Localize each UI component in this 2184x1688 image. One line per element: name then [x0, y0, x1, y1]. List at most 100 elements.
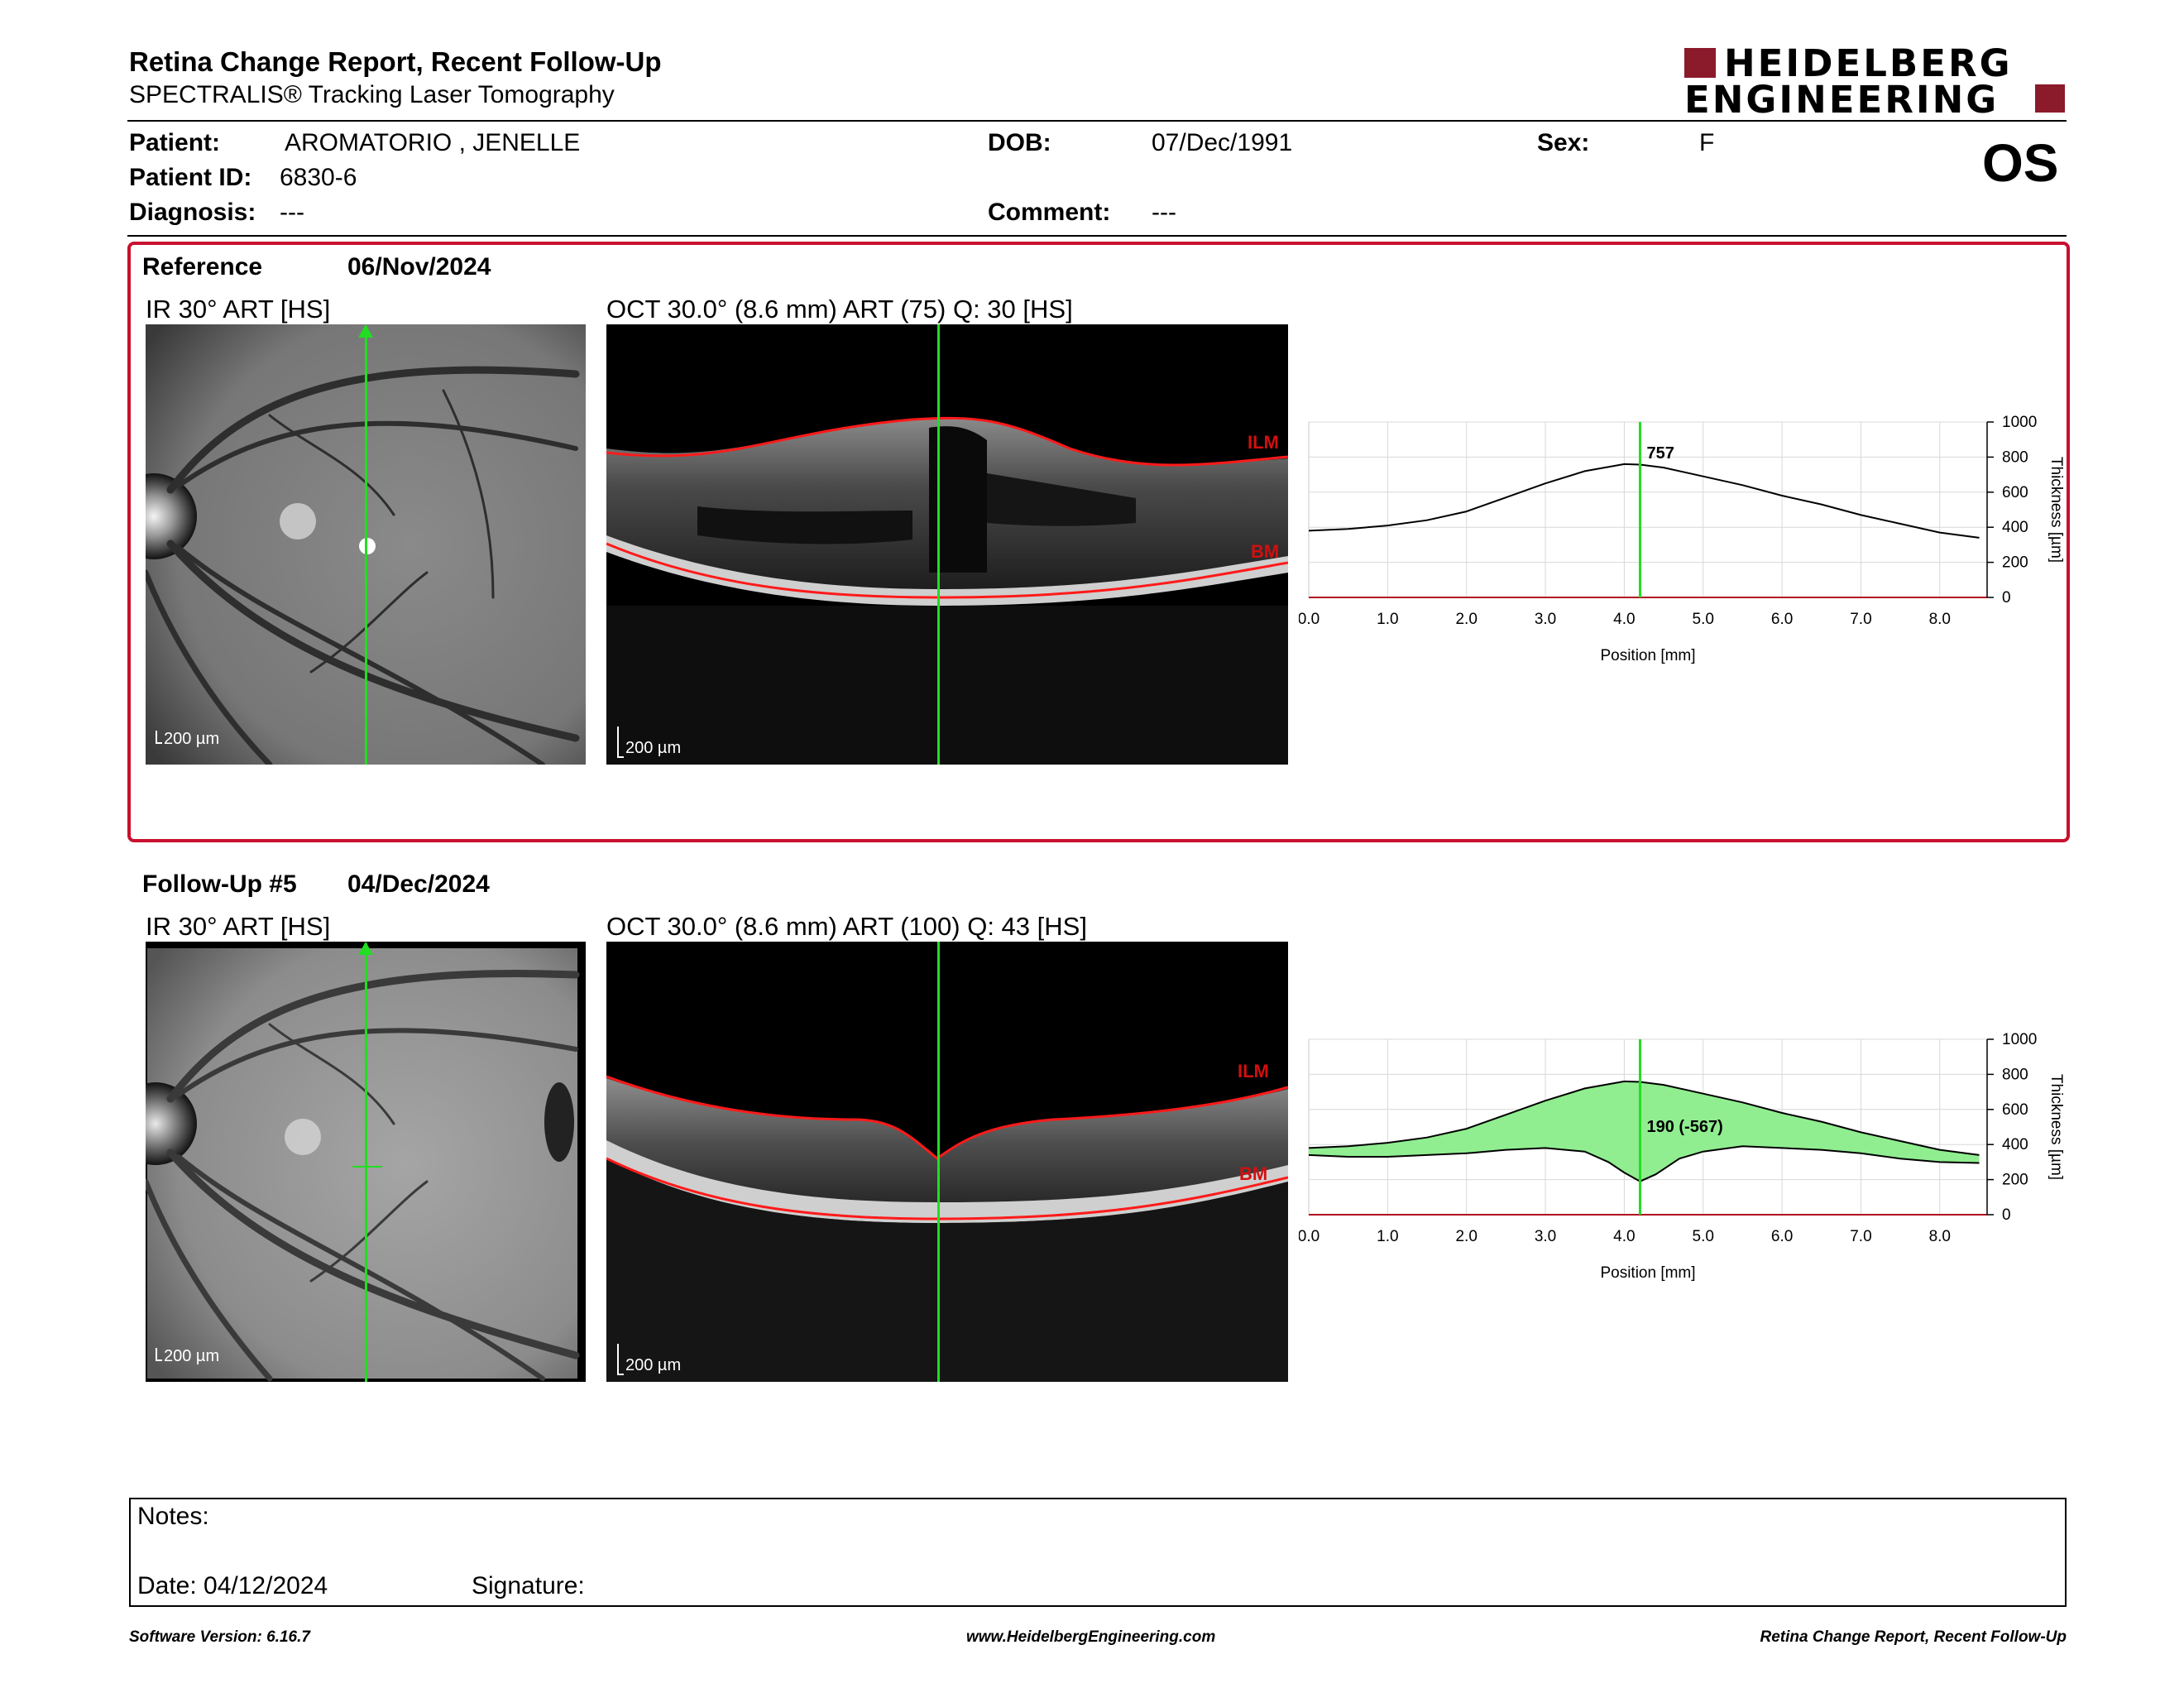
notes-date: Date: 04/12/2024 — [137, 1572, 328, 1599]
y-tick-label: 1000 — [2002, 1031, 2037, 1048]
followup-oct-scale-bar: 200 µm — [617, 1344, 681, 1375]
followup-oct-image — [606, 942, 1288, 1382]
y-tick-label: 600 — [2002, 1101, 2028, 1119]
x-tick-label: 5.0 — [1693, 1228, 1714, 1245]
patient-divider — [127, 235, 2067, 237]
reference-oct-label: OCT 30.0° (8.6 mm) ART (75) Q: 30 [HS] — [606, 295, 1073, 324]
scan-direction-arrow-icon — [358, 324, 373, 338]
footer-website-link[interactable]: www.HeidelbergEngineering.com — [966, 1628, 1216, 1646]
reference-ir-label: IR 30° ART [HS] — [146, 295, 331, 324]
y-tick-label: 0 — [2002, 1206, 2011, 1224]
dob-label: DOB: — [988, 129, 1051, 156]
reference-scan-line — [365, 326, 367, 765]
reference-label: Reference — [142, 253, 263, 281]
followup-date: 04/Dec/2024 — [347, 870, 490, 898]
logo-line-2: ENGINEERING — [1684, 78, 2000, 122]
reference-thickness-chart: 757 0.0 1.0 2.0 3.0 4.0 5.0 6.0 7.0 8.0 0 200 400 600… — [1299, 414, 2065, 664]
diagnosis-value: --- — [280, 199, 304, 226]
reference-ilm-label: ILM — [1248, 432, 1279, 453]
sex-label: Sex: — [1537, 129, 1590, 156]
followup-thickness-chart: 190 (-567) 0.0 1.0 2.0 3.0 4.0 5.0 6.0 7.0 8.0 0 20… — [1299, 1031, 2065, 1282]
x-tick-label: 6.0 — [1771, 611, 1793, 628]
notes-box[interactable]: Notes: Date: 04/12/2024 Signature: — [129, 1498, 2067, 1607]
reference-date: 06/Nov/2024 — [347, 253, 491, 281]
x-tick-label: 8.0 — [1929, 1228, 1951, 1245]
patient-id-label: Patient ID: — [129, 164, 252, 191]
marker-value-label: 757 — [1646, 444, 1674, 463]
comment-value: --- — [1152, 199, 1176, 226]
logo-square-bottom — [2035, 84, 2065, 113]
eye-indicator: OS — [1982, 133, 2059, 193]
report-subtitle: SPECTRALIS® Tracking Laser Tomography — [129, 81, 615, 108]
reference-oct-scale-label: 200 µm — [625, 739, 682, 757]
reference-ir-scale-bar: 200 µm — [156, 730, 219, 749]
y-tick-label: 200 — [2002, 554, 2028, 572]
diagnosis-label: Diagnosis: — [129, 199, 256, 226]
sex-value: F — [1699, 129, 1715, 156]
x-axis-label: Position [mm] — [1600, 647, 1695, 664]
followup-scan-line — [365, 943, 367, 1382]
scale-bar-icon — [617, 727, 624, 758]
followup-bm-label: BM — [1239, 1163, 1268, 1184]
x-tick-label: 7.0 — [1850, 1228, 1871, 1245]
x-tick-label: 2.0 — [1455, 611, 1477, 628]
reference-ir-scale-label: 200 µm — [164, 730, 220, 748]
notes-label: Notes: — [137, 1503, 209, 1530]
x-tick-label: 0.0 — [1299, 1228, 1320, 1245]
followup-ilm-label: ILM — [1238, 1061, 1269, 1081]
y-axis-label: Thickness [µm] — [2048, 1074, 2065, 1180]
patient-label: Patient: — [129, 129, 221, 156]
reference-oct-image — [606, 324, 1288, 765]
followup-ir-label: IR 30° ART [HS] — [146, 912, 331, 941]
x-tick-label: 2.0 — [1455, 1228, 1477, 1245]
dob-value: 07/Dec/1991 — [1152, 129, 1293, 156]
x-tick-label: 0.0 — [1299, 611, 1320, 628]
reference-oct-scale-bar: 200 µm — [617, 727, 681, 758]
x-tick-label: 3.0 — [1535, 1228, 1556, 1245]
header-divider — [127, 120, 2067, 122]
x-tick-label: 6.0 — [1771, 1228, 1793, 1245]
marker-value-label: 190 (-567) — [1646, 1118, 1722, 1136]
signature-label: Signature: — [472, 1572, 585, 1599]
followup-oct-marker — [937, 942, 940, 1382]
logo-line-1: HEIDELBERG — [1724, 41, 2013, 85]
followup-ir-scale-label: 200 µm — [164, 1347, 220, 1365]
y-tick-label: 200 — [2002, 1172, 2028, 1189]
comment-label: Comment: — [988, 199, 1111, 226]
x-axis-label: Position [mm] — [1600, 1264, 1695, 1282]
x-tick-label: 5.0 — [1693, 611, 1714, 628]
y-axis-label: Thickness [µm] — [2048, 457, 2065, 563]
y-tick-label: 0 — [2002, 589, 2011, 607]
reference-box — [127, 242, 2070, 842]
x-tick-label: 3.0 — [1535, 611, 1556, 628]
patient-name: AROMATORIO , JENELLE — [285, 129, 581, 156]
y-tick-label: 400 — [2002, 1136, 2028, 1153]
followup-oct-label: OCT 30.0° (8.6 mm) ART (100) Q: 43 [HS] — [606, 912, 1087, 941]
footer-report-name: Retina Change Report, Recent Follow-Up — [1760, 1628, 2067, 1646]
footer-software-version: Software Version: 6.16.7 — [129, 1628, 310, 1646]
x-tick-label: 1.0 — [1377, 611, 1398, 628]
scale-bar-icon — [617, 1344, 624, 1375]
y-tick-label: 800 — [2002, 448, 2028, 466]
x-tick-label: 4.0 — [1613, 611, 1635, 628]
x-tick-label: 7.0 — [1850, 611, 1871, 628]
logo-square-top — [1684, 48, 1716, 78]
x-tick-label: 1.0 — [1377, 1228, 1398, 1245]
y-tick-label: 1000 — [2002, 414, 2037, 431]
y-tick-label: 800 — [2002, 1066, 2028, 1083]
scan-direction-arrow-icon — [358, 942, 373, 955]
x-tick-label: 8.0 — [1929, 611, 1951, 628]
patient-id-value: 6830-6 — [280, 164, 357, 191]
x-tick-label: 4.0 — [1613, 1228, 1635, 1245]
reference-bm-label: BM — [1251, 541, 1280, 562]
thickness-change-area — [1309, 1081, 1980, 1182]
y-tick-label: 600 — [2002, 484, 2028, 501]
scale-bar-icon — [156, 1348, 162, 1361]
y-tick-label: 400 — [2002, 519, 2028, 536]
report-title: Retina Change Report, Recent Follow-Up — [129, 46, 662, 77]
followup-label: Follow-Up #5 — [142, 870, 297, 898]
scale-bar-icon — [156, 731, 162, 744]
followup-oct-scale-label: 200 µm — [625, 1356, 682, 1374]
followup-ir-scale-bar: 200 µm — [156, 1347, 219, 1366]
reference-oct-marker — [937, 324, 940, 765]
